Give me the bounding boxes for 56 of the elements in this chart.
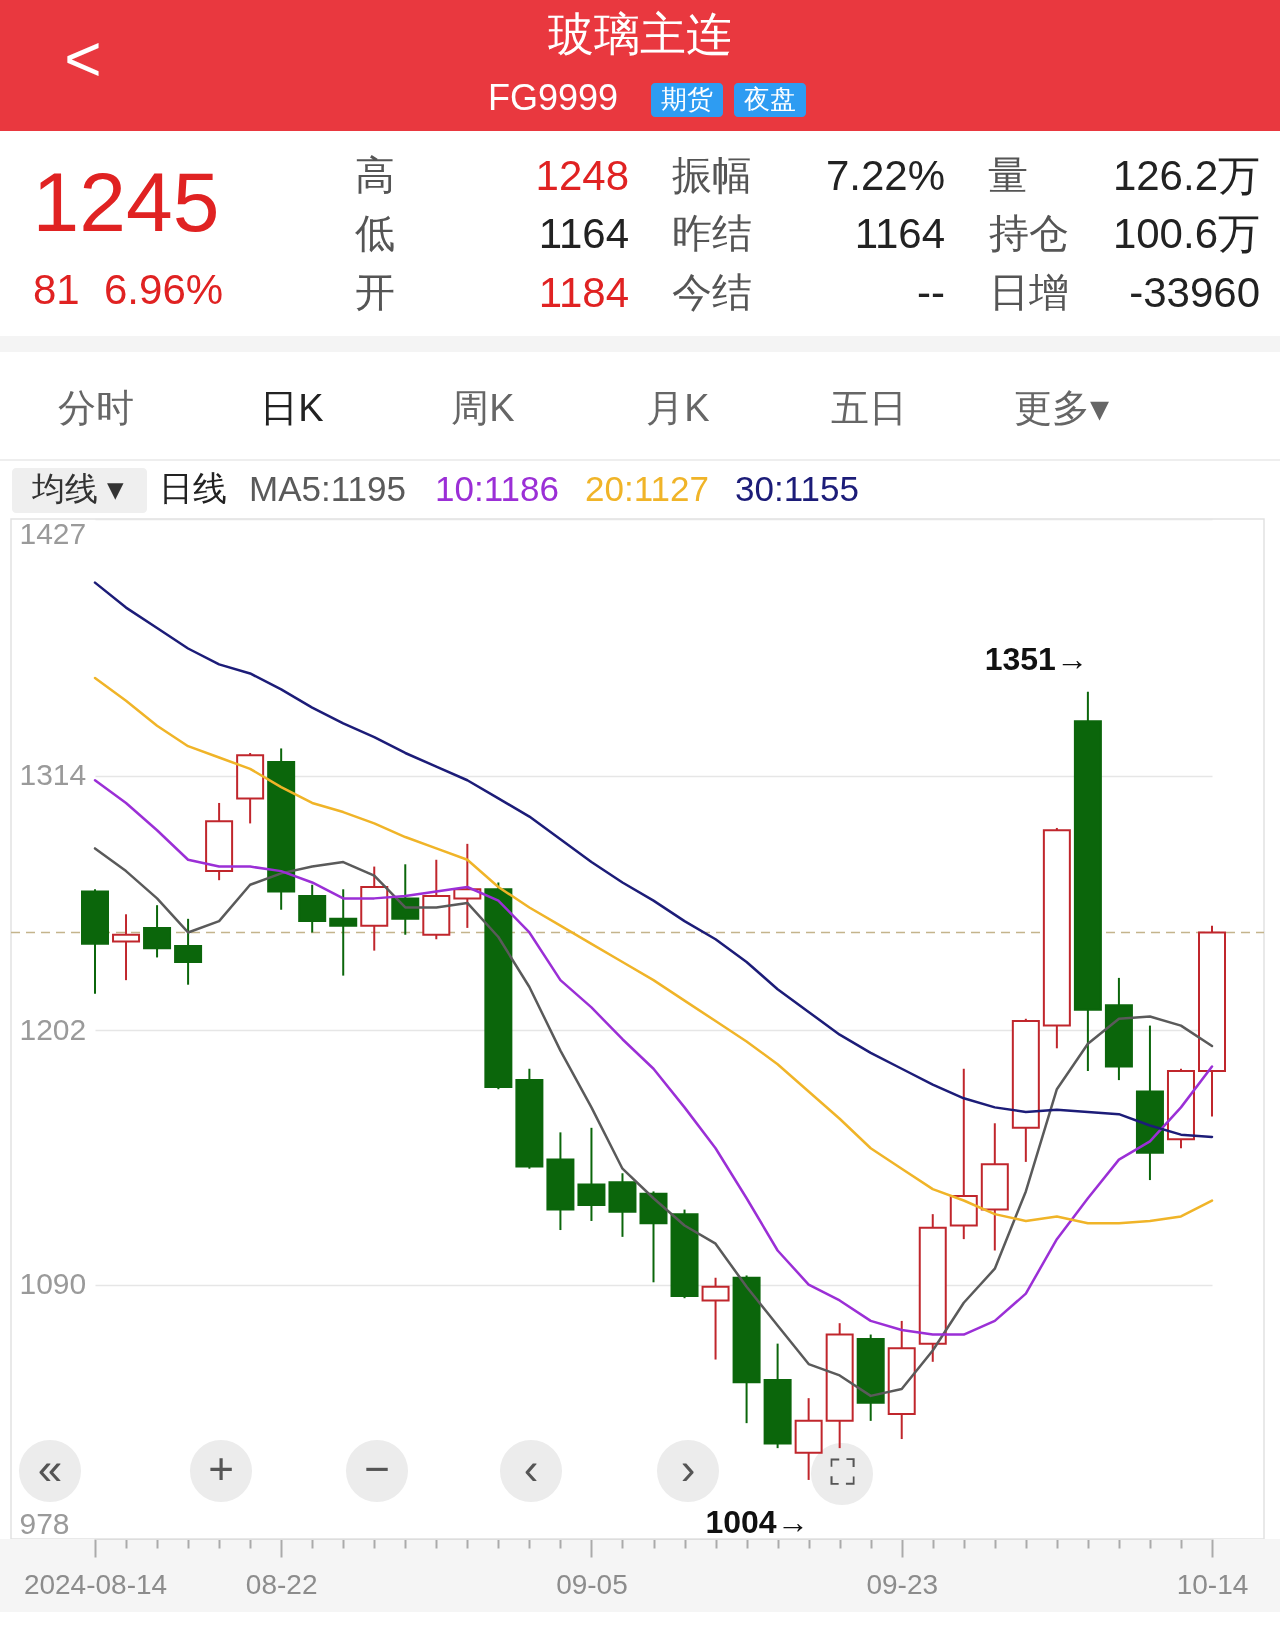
text: <: [64, 23, 102, 95]
text: 昨结: [672, 211, 752, 255]
y-tick-label: 1090: [19, 1267, 87, 1301]
annotation: 1004→: [705, 1504, 809, 1540]
text: 1248: [535, 152, 629, 199]
text: 低: [355, 211, 395, 255]
text: 6.96%: [104, 266, 224, 313]
text: 7.22%: [825, 152, 945, 199]
text: 期货: [661, 84, 713, 114]
text: 五日: [831, 387, 907, 429]
x-tick-label: 08-22: [245, 1568, 318, 1600]
text: 20:1127: [585, 469, 709, 508]
chart-subtitle: FG9999: [487, 77, 619, 118]
chart-title: 玻璃主连: [548, 8, 732, 60]
text: 30:1155: [735, 469, 859, 508]
text: 量: [988, 153, 1028, 197]
x-tick-label: 09-05: [556, 1568, 628, 1600]
text: «: [37, 1444, 63, 1493]
text: 分时: [58, 387, 134, 429]
x-tick-label: 09-23: [866, 1568, 939, 1600]
text: 100.6万: [1112, 210, 1260, 257]
text: 1164: [538, 210, 629, 257]
text: 10:1186: [435, 469, 559, 508]
text: -33960: [1129, 269, 1260, 316]
text: 高: [355, 153, 395, 197]
text: 126.2万: [1112, 152, 1260, 199]
text: 夜盘: [744, 84, 796, 114]
text: MA5:1195: [249, 469, 406, 508]
text: 振幅: [672, 153, 752, 197]
y-tick-label: 1202: [19, 1012, 87, 1046]
annotation: +: [208, 1444, 234, 1493]
annotation: 1351→: [984, 641, 1088, 677]
text: 持仓: [989, 211, 1069, 255]
text: 均线 ▾: [30, 470, 125, 507]
text: 1245: [32, 155, 220, 249]
text: 今结: [672, 270, 752, 314]
x-tick-label: 10-14: [1176, 1568, 1249, 1600]
x-tick-label: 2024-08-14: [23, 1568, 168, 1600]
text: 开: [355, 270, 395, 314]
y-tick-label: 978: [19, 1506, 70, 1540]
text: 日K: [260, 387, 324, 429]
y-tick-label: 1314: [19, 758, 87, 792]
y-tick-label: 1427: [19, 516, 87, 550]
text: 月K: [646, 387, 710, 429]
text: 81: [33, 266, 80, 313]
annotation: ›: [680, 1444, 696, 1493]
text: 周K: [451, 387, 515, 429]
text: 更多▾: [1013, 387, 1109, 429]
annotation: ⛶: [829, 1452, 855, 1493]
annotation: ‹: [523, 1444, 539, 1493]
text: 1184: [538, 269, 629, 316]
legend-title: 日线: [159, 469, 227, 507]
annotation: −: [364, 1444, 390, 1493]
text: 1164: [854, 210, 945, 257]
text: --: [917, 269, 945, 316]
text: 日增: [989, 270, 1069, 314]
